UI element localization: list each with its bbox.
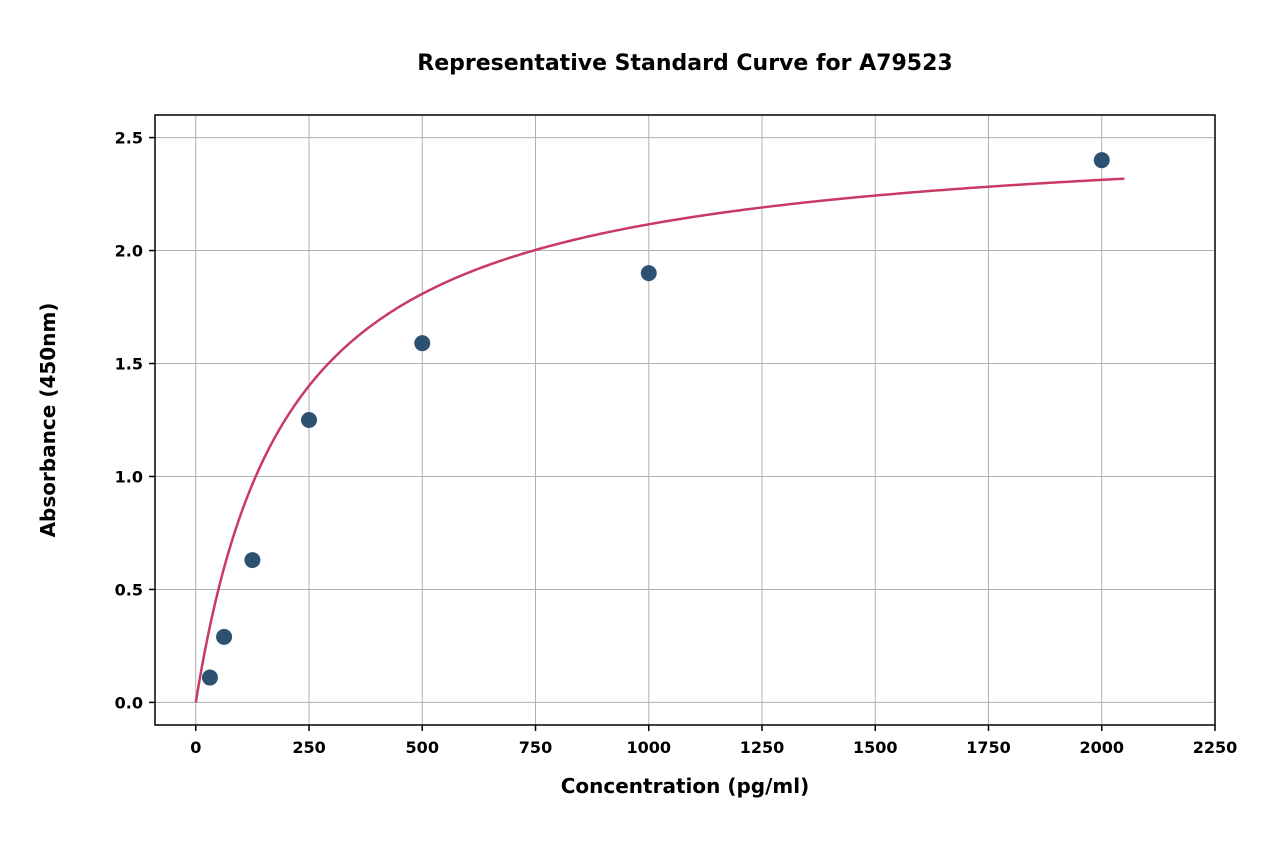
x-tick-label: 750 bbox=[519, 738, 552, 757]
x-tick-label: 1250 bbox=[740, 738, 785, 757]
x-tick-label: 1000 bbox=[626, 738, 671, 757]
x-tick-label: 2250 bbox=[1193, 738, 1238, 757]
x-tick-label: 2000 bbox=[1079, 738, 1124, 757]
y-tick-label: 1.5 bbox=[115, 355, 143, 374]
data-point bbox=[216, 629, 232, 645]
x-tick-label: 0 bbox=[190, 738, 201, 757]
data-point bbox=[244, 552, 260, 568]
data-point bbox=[1094, 152, 1110, 168]
chart-title: Representative Standard Curve for A79523 bbox=[417, 51, 952, 76]
y-axis-label: Absorbance (450nm) bbox=[36, 303, 60, 538]
data-point bbox=[301, 412, 317, 428]
x-axis-label: Concentration (pg/ml) bbox=[561, 774, 810, 798]
y-tick-label: 2.0 bbox=[115, 242, 143, 261]
data-point bbox=[202, 670, 218, 686]
y-tick-label: 1.0 bbox=[115, 467, 143, 486]
standard-curve-chart: 0 250 500 750 1000 1250 1500 1750 2000 2250 0.0 0.5… bbox=[0, 0, 1280, 845]
data-point bbox=[414, 335, 430, 351]
y-tick-label: 0.5 bbox=[115, 580, 143, 599]
x-tick-label: 1500 bbox=[853, 738, 898, 757]
y-tick-label: 2.5 bbox=[115, 129, 143, 148]
data-point bbox=[641, 265, 657, 281]
x-tick-label: 1750 bbox=[966, 738, 1011, 757]
chart-container: 0 250 500 750 1000 1250 1500 1750 2000 2250 0.0 0.5… bbox=[0, 0, 1280, 845]
y-tick-label: 0.0 bbox=[115, 693, 143, 712]
x-tick-label: 250 bbox=[292, 738, 325, 757]
x-tick-label: 500 bbox=[406, 738, 439, 757]
